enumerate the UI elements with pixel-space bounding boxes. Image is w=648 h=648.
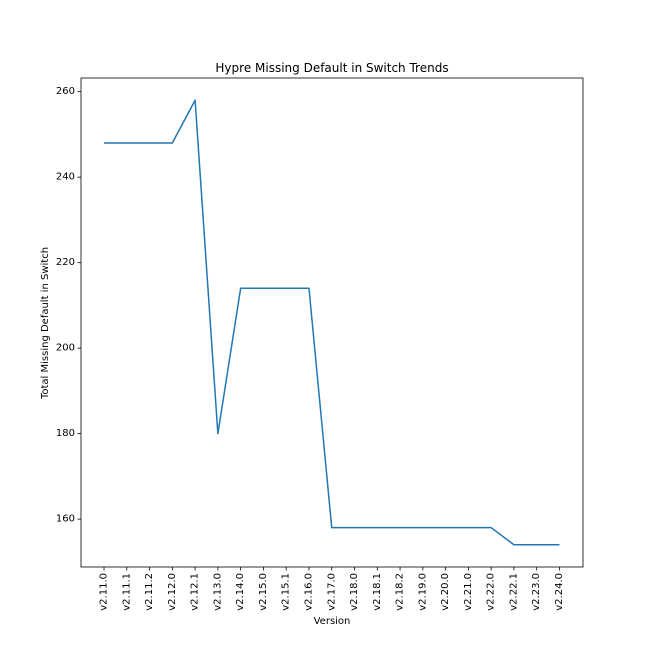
x-tick-label: v2.24.0 bbox=[554, 573, 565, 611]
x-tick-label: v2.17.0 bbox=[326, 573, 337, 611]
x-tick-label: v2.23.0 bbox=[531, 573, 542, 611]
y-tick-label: 220 bbox=[56, 257, 75, 268]
x-axis-label: Version bbox=[314, 616, 351, 627]
x-tick-label: v2.20.0 bbox=[440, 573, 451, 611]
x-tick-label: v2.22.0 bbox=[486, 573, 497, 611]
plot-area: v2.11.0 v2.11.1 v2.11.2 v2.12.0 v2.12.1 v2.13… bbox=[56, 77, 584, 611]
y-tick-label: 260 bbox=[56, 86, 75, 97]
y-tick-label: 160 bbox=[56, 514, 75, 525]
x-tick-label: v2.22.1 bbox=[508, 573, 519, 611]
x-tick-label: v2.15.1 bbox=[281, 573, 292, 611]
y-tick-label: 200 bbox=[56, 343, 75, 354]
x-tick-label: v2.14.0 bbox=[235, 573, 246, 611]
x-tick-label: v2.13.0 bbox=[212, 573, 223, 611]
y-tick-label: 180 bbox=[56, 428, 75, 439]
x-tick-label: v2.12.1 bbox=[190, 573, 201, 611]
x-tick-label: v2.18.0 bbox=[349, 573, 360, 611]
x-tick-label: v2.11.0 bbox=[99, 573, 110, 611]
x-tick-label: v2.18.1 bbox=[372, 573, 383, 611]
series-line bbox=[104, 99, 560, 546]
x-tick-label: v2.11.2 bbox=[144, 573, 155, 611]
y-tick-label: 240 bbox=[56, 172, 75, 183]
x-tick-label: v2.21.0 bbox=[463, 573, 474, 611]
x-tick-label: v2.15.0 bbox=[258, 573, 269, 611]
x-tick-label: v2.11.1 bbox=[121, 573, 132, 611]
x-tick-label: v2.18.2 bbox=[395, 573, 406, 611]
x-tick-label: v2.12.0 bbox=[167, 573, 178, 611]
chart-title: Hypre Missing Default in Switch Trends bbox=[215, 61, 448, 75]
x-tick-label: v2.16.0 bbox=[303, 573, 314, 611]
y-axis-label: Total Missing Default in Switch bbox=[40, 247, 51, 400]
x-tick-label: v2.19.0 bbox=[417, 573, 428, 611]
